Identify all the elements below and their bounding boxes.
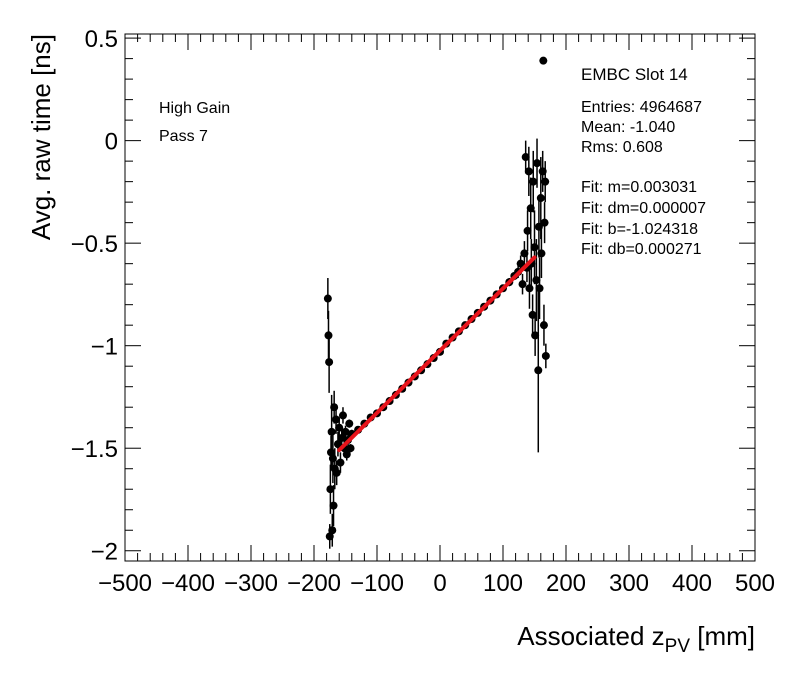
data-point <box>516 259 525 268</box>
data-point <box>541 177 550 186</box>
data-point <box>524 167 533 176</box>
stats-fit-db: Fit: db=0.000271 <box>581 241 702 258</box>
x-tick-label: −100 <box>350 570 404 597</box>
data-point <box>532 276 541 285</box>
stats-rms: Rms: 0.608 <box>581 139 663 156</box>
stats-fit-dm: Fit: dm=0.000007 <box>581 200 706 217</box>
data-point <box>323 294 332 303</box>
data-point <box>333 440 342 449</box>
data-point <box>525 284 534 293</box>
data-point <box>537 249 546 258</box>
y-tick-label: 0.5 <box>85 26 118 53</box>
x-tick-label: −300 <box>224 570 278 597</box>
x-tick-labels: −500 −400 −300 −200 −100 0 100 200 300 400 500 <box>98 570 775 597</box>
data-point <box>523 226 532 235</box>
data-point <box>332 468 341 477</box>
data-point <box>533 159 542 168</box>
y-tick-label: −0.5 <box>71 231 118 258</box>
stats-mean: Mean: -1.040 <box>581 119 675 136</box>
data-point <box>521 153 530 162</box>
data-point <box>541 351 550 360</box>
x-tick-label: −200 <box>287 570 341 597</box>
data-point <box>335 423 344 432</box>
y-tick-labels: −2 −1.5 −1 −0.5 0 0.5 <box>71 26 118 566</box>
y-tick-label: −1.5 <box>71 436 118 463</box>
data-points <box>323 56 550 549</box>
x-tick-label: −400 <box>161 570 215 597</box>
x-tick-label: 100 <box>483 570 523 597</box>
data-point <box>341 427 350 436</box>
data-point <box>534 366 543 375</box>
data-point <box>530 243 539 252</box>
data-point <box>325 358 334 367</box>
y-tick-label: −2 <box>91 539 118 566</box>
data-point <box>345 419 354 428</box>
data-point <box>535 284 544 293</box>
stats-title: EMBC Slot 14 <box>581 65 688 84</box>
data-point <box>332 415 341 424</box>
data-point <box>540 218 549 227</box>
axis-ticks <box>124 34 756 561</box>
x-axis-title-main: Associated z <box>517 621 664 651</box>
y-tick-label: −1 <box>91 334 118 361</box>
y-axis-title: Avg. raw time [ns] <box>26 34 56 240</box>
x-axis-title: Associated zPV [mm] <box>517 621 755 657</box>
x-axis-title-sub: PV <box>665 636 691 657</box>
data-point <box>336 458 345 467</box>
data-point <box>536 194 545 203</box>
data-point <box>329 501 338 510</box>
data-point <box>330 403 339 412</box>
y-tick-label: 0 <box>105 129 118 156</box>
data-point <box>326 485 335 494</box>
data-point <box>327 427 336 436</box>
data-point <box>529 177 538 186</box>
data-point <box>342 450 351 459</box>
x-tick-label: 400 <box>672 570 712 597</box>
x-tick-label: 300 <box>609 570 649 597</box>
x-tick-label: −500 <box>98 570 152 597</box>
annotation-pass: Pass 7 <box>159 128 208 145</box>
x-tick-label: 200 <box>546 570 586 597</box>
stats-entries: Entries: 4964687 <box>581 99 702 116</box>
data-point <box>338 411 347 420</box>
data-point <box>539 56 548 65</box>
x-tick-label: 0 <box>433 570 446 597</box>
data-point <box>328 526 337 535</box>
x-tick-label: 500 <box>735 570 775 597</box>
x-axis-title-unit: [mm] <box>690 621 755 651</box>
data-point <box>531 331 540 340</box>
fit-line <box>337 255 537 453</box>
data-point <box>337 433 346 442</box>
data-point <box>539 321 548 330</box>
stats-fit-m: Fit: m=0.003031 <box>581 179 697 196</box>
data-point <box>518 280 527 289</box>
data-point <box>328 454 337 463</box>
data-point <box>346 444 355 453</box>
stats-fit-b: Fit: b=-1.024318 <box>581 221 698 238</box>
annotation-high-gain: High Gain <box>159 100 230 117</box>
